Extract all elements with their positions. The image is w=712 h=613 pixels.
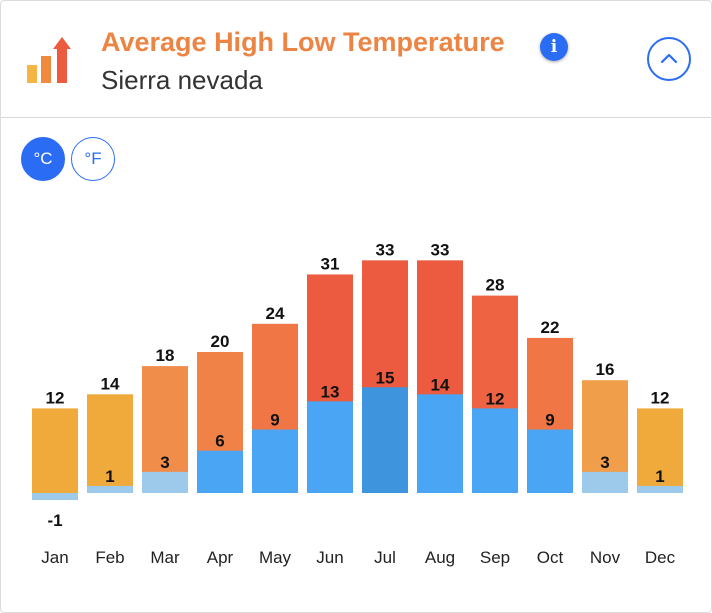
low-value-label: -1 [47, 511, 62, 530]
low-bar [472, 408, 518, 493]
month-label: Jul [374, 548, 396, 567]
high-bar [87, 394, 133, 493]
high-value-label: 18 [156, 346, 175, 365]
low-bar [417, 394, 463, 493]
low-value-label: 3 [160, 453, 169, 472]
month-label: Aug [425, 548, 455, 567]
temperature-bar-chart: 12-1Jan141Feb183Mar206Apr249May3113Jun33… [32, 240, 683, 567]
month-label: Nov [590, 548, 621, 567]
high-value-label: 14 [101, 374, 120, 393]
low-value-label: 1 [655, 467, 664, 486]
low-value-label: 12 [486, 389, 505, 408]
low-bar [307, 401, 353, 493]
month-group: 20 6 Apr [197, 332, 243, 567]
month-group: 33 15 Jul [362, 240, 408, 567]
location-name: Sierra nevada [101, 65, 263, 95]
card-title: Average High Low Temperature [101, 27, 505, 57]
high-bar [32, 408, 78, 493]
low-value-label: 1 [105, 467, 114, 486]
month-label: Sep [480, 548, 510, 567]
month-group: 18 3 Mar [142, 346, 188, 567]
month-label: May [259, 548, 292, 567]
low-bar [32, 493, 78, 501]
low-bar [637, 485, 683, 493]
month-group: 12 -1 Jan [32, 388, 78, 567]
month-label: Dec [645, 548, 676, 567]
high-value-label: 12 [651, 388, 670, 407]
high-value-label: 33 [376, 240, 395, 259]
high-value-label: 20 [211, 332, 230, 351]
chevron-up-icon [660, 53, 678, 64]
high-bar [637, 408, 683, 493]
high-value-label: 12 [46, 388, 65, 407]
low-value-label: 13 [321, 382, 340, 401]
high-value-label: 28 [486, 276, 505, 295]
low-value-label: 6 [215, 432, 224, 451]
low-bar [197, 450, 243, 493]
info-icon[interactable]: i [540, 33, 568, 61]
low-value-label: 9 [270, 411, 279, 430]
card-header: Average High Low Temperature Sierra neva… [1, 1, 711, 118]
high-value-label: 22 [541, 318, 560, 337]
low-value-label: 15 [376, 368, 395, 387]
high-value-label: 31 [321, 254, 340, 273]
month-group: 14 1 Feb [87, 374, 133, 567]
high-value-label: 33 [431, 240, 450, 259]
month-label: Apr [207, 548, 234, 567]
high-value-label: 16 [596, 360, 615, 379]
month-group: 24 9 May [252, 304, 298, 567]
low-bar [527, 429, 573, 493]
month-label: Feb [95, 548, 124, 567]
low-bar [252, 429, 298, 493]
month-group: 33 14 Aug [417, 240, 463, 567]
month-label: Jun [316, 548, 343, 567]
low-value-label: 9 [545, 411, 554, 430]
collapse-button[interactable] [647, 37, 691, 81]
month-group: 28 12 Sep [472, 276, 518, 567]
low-bar [87, 485, 133, 493]
bar-chart-up-arrow-icon [27, 37, 71, 83]
low-value-label: 3 [600, 453, 609, 472]
month-group: 16 3 Nov [582, 360, 628, 567]
low-value-label: 14 [431, 375, 450, 394]
month-label: Oct [537, 548, 564, 567]
month-label: Mar [150, 548, 180, 567]
low-bar [582, 471, 628, 493]
fahrenheit-toggle[interactable]: °F [71, 137, 115, 181]
low-bar [142, 471, 188, 493]
month-label: Jan [41, 548, 68, 567]
celsius-toggle[interactable]: °C [21, 137, 65, 181]
high-value-label: 24 [266, 304, 285, 323]
month-group: 31 13 Jun [307, 254, 353, 567]
month-group: 22 9 Oct [527, 318, 573, 567]
month-group: 12 1 Dec [637, 388, 683, 567]
low-bar [362, 387, 408, 493]
